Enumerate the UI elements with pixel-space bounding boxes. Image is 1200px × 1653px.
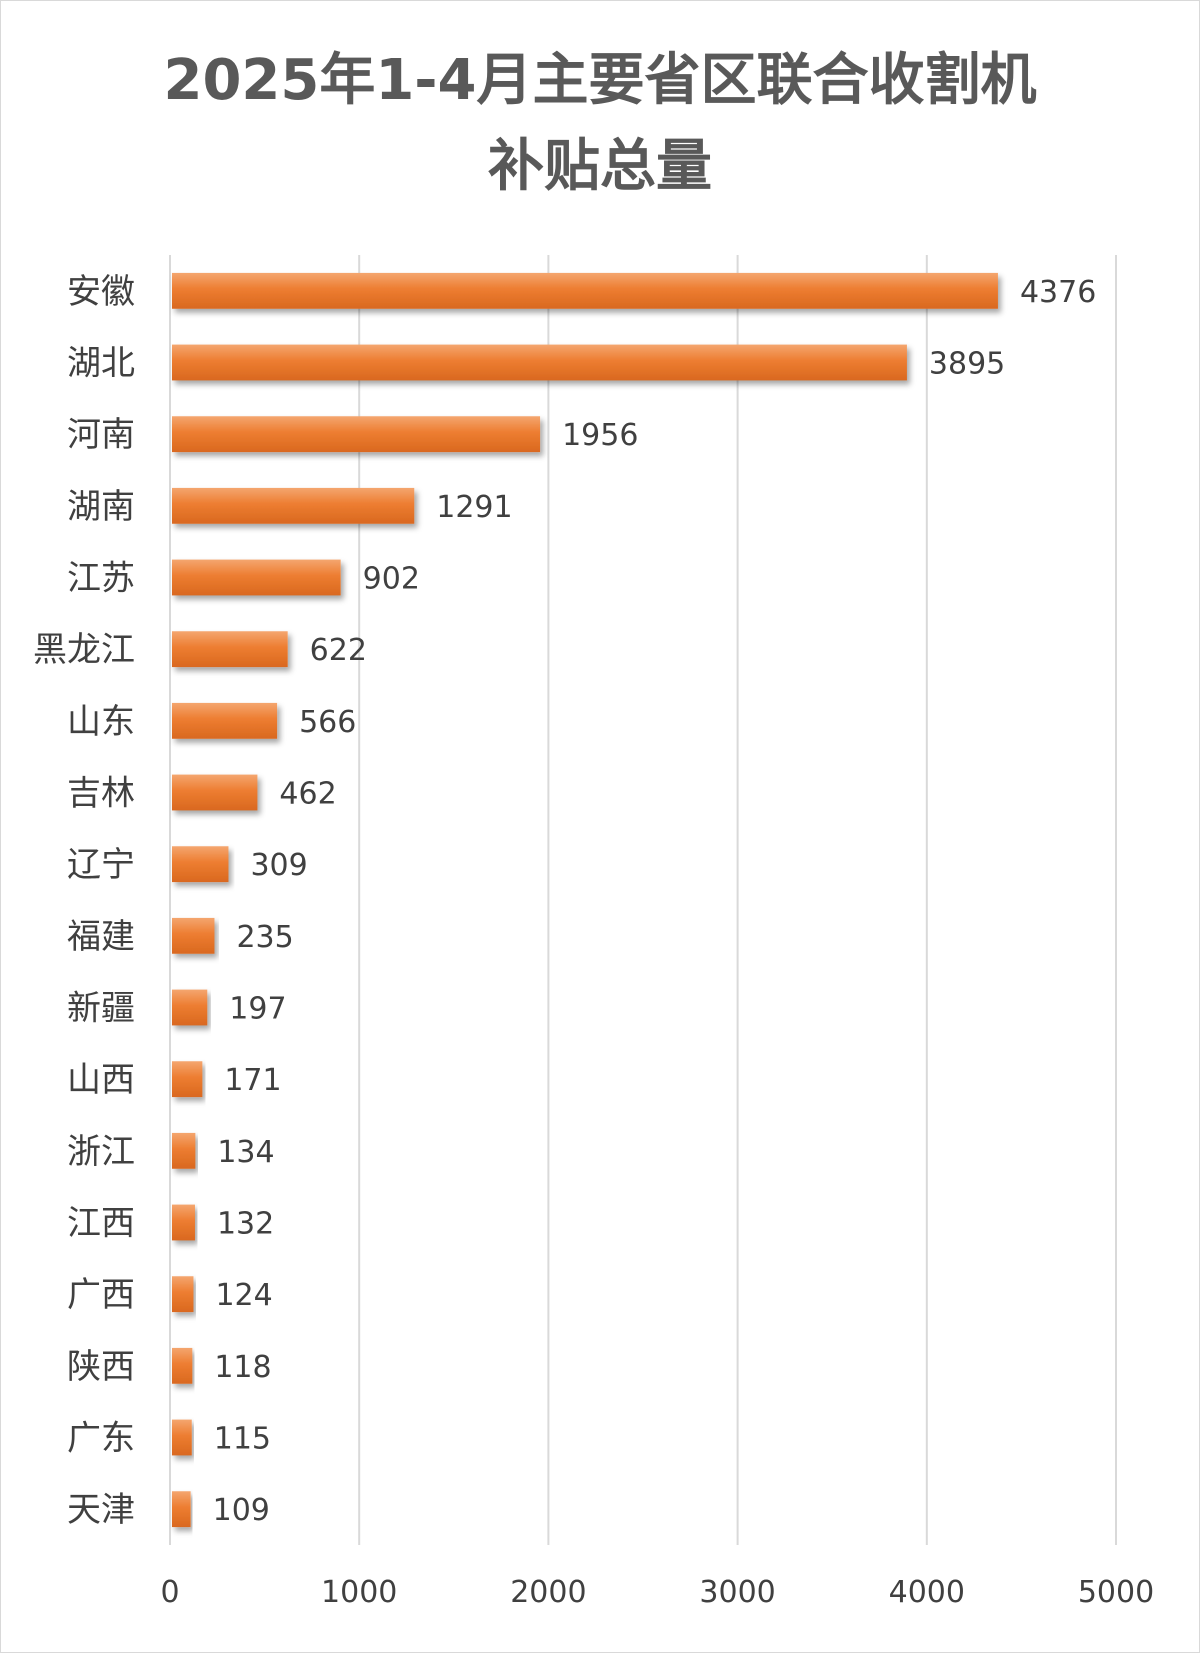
category-label: 湖北 <box>67 344 135 384</box>
bar <box>172 1491 191 1528</box>
bar <box>172 1204 195 1241</box>
data-label: 902 <box>363 562 420 597</box>
bars <box>172 272 998 1528</box>
data-label: 124 <box>215 1278 272 1313</box>
x-tick-label: 5000 <box>1078 1575 1154 1610</box>
x-tick-label: 3000 <box>699 1575 775 1610</box>
x-tick-label: 0 <box>160 1575 179 1610</box>
data-label: 134 <box>217 1135 274 1170</box>
category-label: 湖南 <box>67 487 135 527</box>
data-label: 197 <box>229 992 286 1027</box>
category-label: 浙江 <box>67 1132 135 1172</box>
bar <box>172 487 415 524</box>
bar <box>172 1276 194 1313</box>
data-label: 309 <box>250 848 307 883</box>
category-label: 江西 <box>67 1204 135 1244</box>
data-label: 1291 <box>436 490 512 525</box>
data-label: 115 <box>214 1422 271 1457</box>
data-label: 132 <box>217 1207 274 1242</box>
category-label: 辽宁 <box>67 845 135 885</box>
x-tick-label: 2000 <box>510 1575 586 1610</box>
bar <box>172 846 229 883</box>
category-label: 河南 <box>67 415 135 455</box>
bar <box>172 917 215 954</box>
category-label: 江苏 <box>67 559 135 599</box>
data-label: 4376 <box>1020 275 1096 310</box>
chart-title-line-1: 2025年1-4月主要省区联合收割机 <box>163 48 1037 113</box>
category-label: 吉林 <box>67 774 135 814</box>
data-label: 118 <box>214 1350 271 1385</box>
bar <box>172 1061 203 1098</box>
category-label: 黑龙江 <box>33 630 135 670</box>
data-label: 566 <box>299 705 356 740</box>
bar <box>172 416 541 453</box>
bar <box>172 774 258 811</box>
bar <box>172 344 907 381</box>
labels: 0 1000 2000 3000 4000 5000 安徽 4376 湖北 3895 河南 1956 湖… <box>33 272 1154 1610</box>
bar <box>172 272 998 309</box>
gridlines <box>169 255 1117 1545</box>
category-label: 新疆 <box>67 989 135 1029</box>
category-label: 广西 <box>67 1275 135 1315</box>
data-label: 462 <box>279 777 336 812</box>
bar <box>172 989 208 1026</box>
data-label: 109 <box>213 1493 270 1528</box>
data-label: 3895 <box>929 347 1005 382</box>
category-label: 广东 <box>67 1419 135 1459</box>
data-label: 622 <box>310 633 367 668</box>
x-tick-label: 1000 <box>321 1575 397 1610</box>
category-label: 陕西 <box>67 1347 135 1387</box>
category-label: 安徽 <box>67 272 135 312</box>
data-label: 235 <box>236 920 293 955</box>
category-label: 山东 <box>67 702 135 742</box>
bar <box>172 631 288 668</box>
bar <box>172 559 341 596</box>
chart-title: 2025年1-4月主要省区联合收割机 补贴总量 <box>0 38 1200 210</box>
category-label: 天津 <box>67 1490 135 1530</box>
category-label: 山西 <box>67 1060 135 1100</box>
bar <box>172 1347 193 1384</box>
bar <box>172 1132 196 1169</box>
bar <box>172 702 278 739</box>
x-tick-label: 4000 <box>889 1575 965 1610</box>
data-label: 171 <box>224 1063 281 1098</box>
bar <box>172 1419 192 1456</box>
chart-title-line-2: 补贴总量 <box>488 134 712 199</box>
category-label: 福建 <box>67 917 135 957</box>
data-label: 1956 <box>562 418 638 453</box>
